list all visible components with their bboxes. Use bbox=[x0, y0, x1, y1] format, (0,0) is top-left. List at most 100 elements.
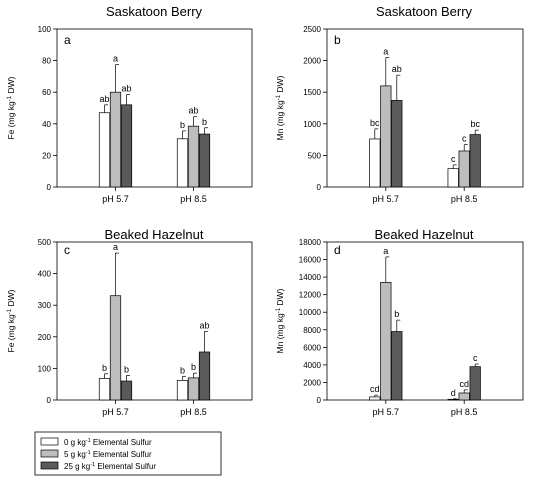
plot-frame bbox=[326, 28, 524, 188]
bar bbox=[447, 398, 459, 401]
bar bbox=[447, 168, 459, 188]
bar bbox=[198, 133, 211, 188]
y-tick-label: 18000 bbox=[299, 238, 322, 247]
significance-letter: d bbox=[451, 388, 456, 398]
y-axis-label: Fe (mg kg-1 DW) bbox=[6, 289, 16, 352]
x-tick-label: pH 5.7 bbox=[373, 407, 400, 417]
panel-letter: c bbox=[64, 243, 70, 257]
y-tick-label: 0 bbox=[47, 183, 52, 192]
significance-letter: c bbox=[451, 154, 456, 164]
y-tick-label: 500 bbox=[38, 238, 52, 247]
y-tick-label: 80 bbox=[42, 57, 51, 66]
y-axis-label: Mn (mg kg-1 DW) bbox=[275, 288, 285, 353]
y-tick-label: 500 bbox=[308, 151, 322, 160]
y-tick-label: 16000 bbox=[299, 256, 322, 265]
y-axis-label-exp: -1 bbox=[276, 307, 282, 313]
significance-letter: a bbox=[383, 246, 388, 256]
y-axis-label: Fe (mg kg-1 DW) bbox=[6, 76, 16, 139]
plot-frame bbox=[56, 28, 253, 188]
legend-label: 0 g kg-1 Elemental Sulfur bbox=[64, 438, 152, 447]
y-axis-label-exp: -1 bbox=[276, 94, 282, 100]
significance-letter: cd bbox=[459, 379, 469, 389]
significance-letter: b bbox=[180, 120, 185, 130]
x-tick-label: pH 8.5 bbox=[451, 194, 478, 204]
bar bbox=[469, 134, 481, 188]
significance-letter: b bbox=[180, 365, 185, 375]
legend-label: 25 g kg-1 Elemental Sulfur bbox=[64, 462, 156, 471]
bar bbox=[176, 380, 189, 401]
bar bbox=[369, 396, 381, 401]
legend-label-suffix: Elemental Sulfur bbox=[91, 438, 152, 447]
panel-b: Saskatoon Berry b 0 500 1000 1500 2000 2500 Mn (… bbox=[275, 4, 524, 204]
significance-letter: bc bbox=[470, 119, 480, 129]
y-axis-label-exp: -1 bbox=[7, 95, 13, 101]
y-tick-label: 4000 bbox=[303, 361, 321, 370]
bar bbox=[109, 295, 122, 401]
legend-label: 5 g kg-1 Elemental Sulfur bbox=[64, 450, 152, 459]
significance-letter: b bbox=[102, 363, 107, 373]
legend-label-suffix: Elemental Sulfur bbox=[91, 450, 152, 459]
bar bbox=[109, 91, 122, 188]
legend-label-suffix: Elemental Sulfur bbox=[95, 462, 156, 471]
y-tick-label: 14000 bbox=[299, 273, 322, 282]
bar bbox=[176, 138, 189, 188]
y-tick-label: 1500 bbox=[303, 88, 321, 97]
significance-letter: a bbox=[113, 54, 118, 64]
panel-title: Saskatoon Berry bbox=[106, 4, 203, 19]
y-tick-label: 200 bbox=[38, 333, 52, 342]
y-tick-label: 6000 bbox=[303, 343, 321, 352]
y-tick-label: 1000 bbox=[303, 120, 321, 129]
y-tick-label: 40 bbox=[42, 120, 51, 129]
legend-box bbox=[34, 431, 222, 476]
bar bbox=[380, 282, 392, 401]
y-tick-label: 100 bbox=[38, 364, 52, 373]
y-axis-label-main: Mn (mg kg bbox=[275, 313, 285, 353]
panel-c: Beaked Hazelnut c 0 100 200 300 400 500 Fe (mg k… bbox=[6, 227, 253, 417]
panel-title: Saskatoon Berry bbox=[376, 4, 473, 19]
bar bbox=[98, 378, 111, 401]
y-tick-label: 60 bbox=[42, 88, 51, 97]
bar bbox=[187, 377, 200, 401]
x-tick-label: pH 5.7 bbox=[373, 194, 400, 204]
y-tick-label: 0 bbox=[47, 396, 52, 405]
y-axis-label-tail: DW) bbox=[275, 75, 285, 95]
panel-title: Beaked Hazelnut bbox=[374, 227, 473, 242]
y-axis-label-tail: DW) bbox=[6, 289, 16, 309]
x-tick-label: pH 8.5 bbox=[180, 407, 207, 417]
panel-d: Beaked Hazelnut d 0 2000 4000 6000 8000 10000 12… bbox=[275, 227, 524, 417]
y-tick-label: 400 bbox=[38, 270, 52, 279]
bar bbox=[380, 85, 392, 188]
significance-letter: b bbox=[202, 117, 207, 127]
legend-label-exp: -1 bbox=[86, 438, 91, 444]
panels: Saskatoon Berry a 0 20 40 60 80 100 Fe (mg kg-1 … bbox=[6, 4, 524, 417]
panel-a: Saskatoon Berry a 0 20 40 60 80 100 Fe (mg kg-1 … bbox=[6, 4, 253, 204]
significance-letter: b bbox=[124, 364, 129, 374]
bar bbox=[98, 112, 111, 188]
legend-label-exp: -1 bbox=[90, 462, 95, 468]
y-tick-label: 20 bbox=[42, 151, 51, 160]
bar bbox=[469, 366, 481, 401]
significance-letter: c bbox=[462, 134, 467, 144]
y-tick-label: 0 bbox=[317, 396, 322, 405]
bar bbox=[369, 138, 381, 188]
y-tick-label: 0 bbox=[317, 183, 322, 192]
bar bbox=[120, 380, 133, 401]
significance-letter: a bbox=[383, 46, 388, 56]
panel-title: Beaked Hazelnut bbox=[104, 227, 203, 242]
bar bbox=[458, 392, 470, 401]
y-axis-label-tail: DW) bbox=[6, 76, 16, 96]
y-axis-label: Mn (mg kg-1 DW) bbox=[275, 75, 285, 140]
significance-letter: ab bbox=[99, 94, 109, 104]
legend: 0 g kg-1 Elemental Sulfur 5 g kg-1 Elemen… bbox=[34, 431, 222, 476]
y-tick-label: 2500 bbox=[303, 25, 321, 34]
bar bbox=[187, 125, 200, 188]
y-tick-label: 300 bbox=[38, 301, 52, 310]
legend-swatch bbox=[40, 449, 59, 458]
significance-letter: ab bbox=[199, 320, 209, 330]
legend-label-exp: -1 bbox=[86, 450, 91, 456]
y-tick-label: 2000 bbox=[303, 57, 321, 66]
x-tick-label: pH 8.5 bbox=[451, 407, 478, 417]
bar bbox=[198, 351, 211, 401]
panel-letter: b bbox=[334, 33, 341, 47]
